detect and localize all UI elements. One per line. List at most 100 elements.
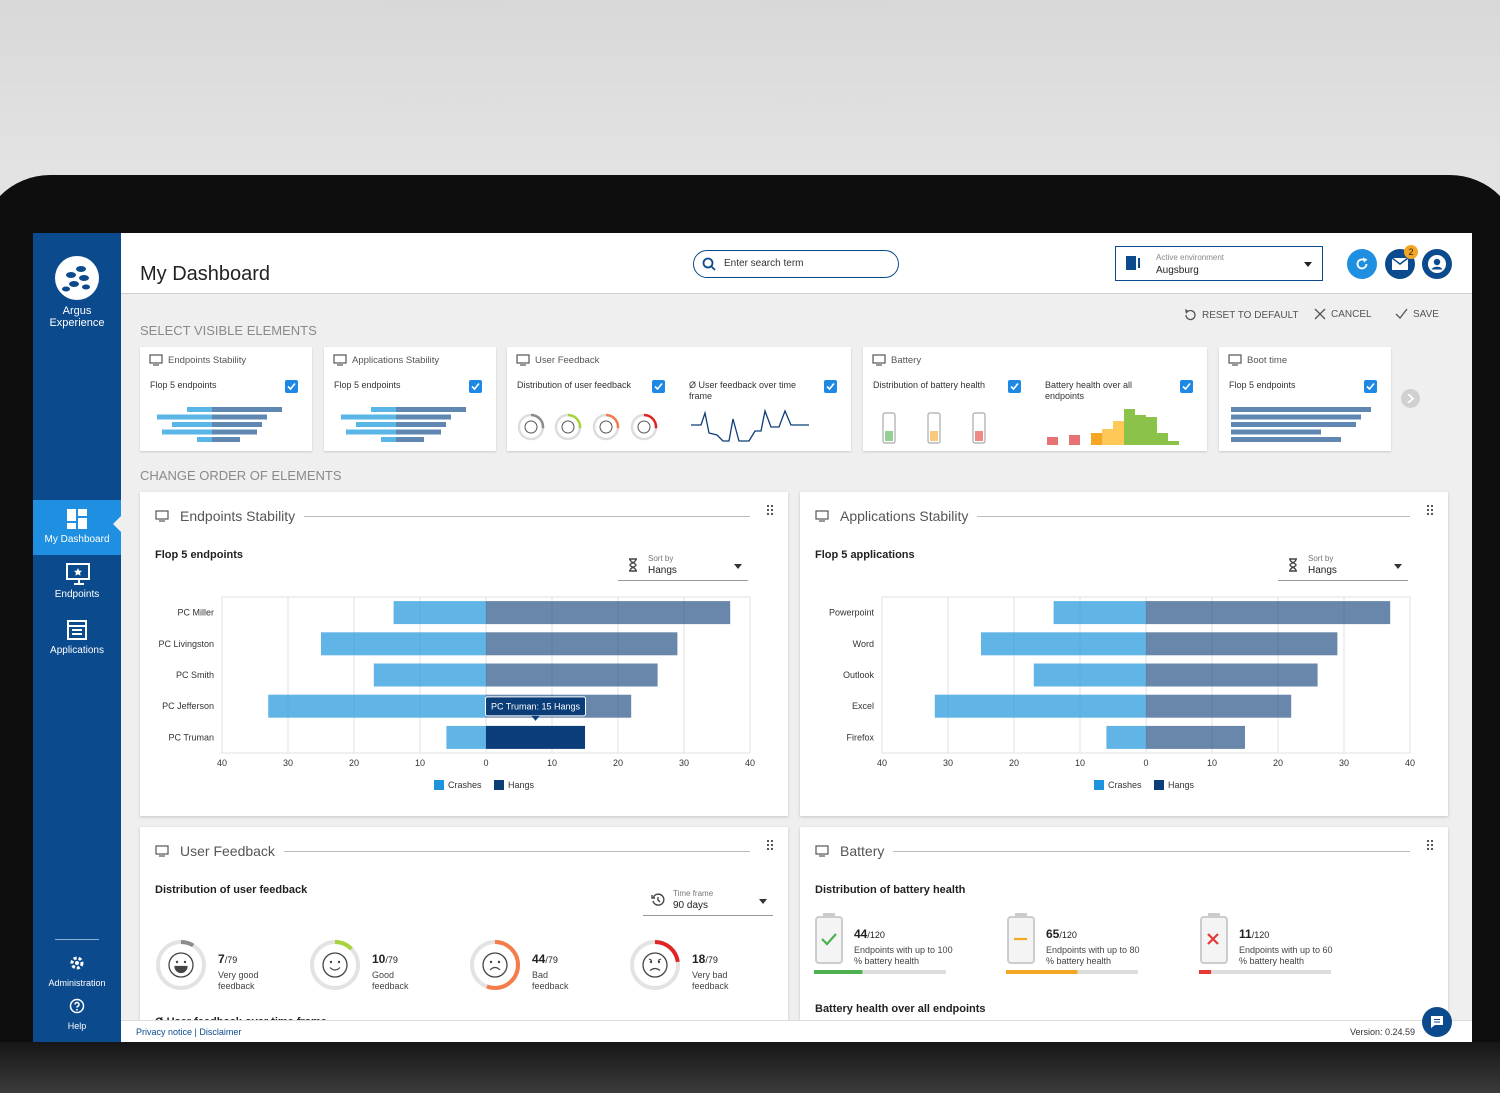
- drag-dot: [766, 512, 770, 516]
- thumb-bar: [396, 437, 424, 442]
- panel-control[interactable]: Time frame 90 days: [643, 887, 773, 916]
- control-label: Sort by: [1308, 554, 1334, 563]
- panel-header: Applications Stability: [840, 508, 1410, 524]
- rect: [78, 518, 87, 529]
- chat-button[interactable]: [1422, 1007, 1452, 1037]
- crashes-bar: [1106, 725, 1146, 749]
- drag-handle: [1426, 504, 1434, 516]
- feedback-ring: [630, 940, 680, 990]
- checkbox[interactable]: [652, 380, 665, 393]
- thumb-bar: [1231, 422, 1356, 427]
- drag-handle: [766, 839, 774, 851]
- thumb-hist-bar: [1168, 441, 1179, 445]
- feedback-label: Good feedback: [372, 970, 409, 991]
- thumb-battery-level: [885, 431, 893, 441]
- divider: [55, 939, 99, 940]
- caret: [759, 899, 767, 904]
- ellipse: [82, 284, 90, 290]
- thumb-bar: [157, 414, 212, 420]
- x-tick-label: 10: [1075, 758, 1085, 768]
- face-mouth: [489, 966, 501, 971]
- x-tick-label: 0: [483, 758, 488, 768]
- card-icon: [155, 510, 169, 522]
- sidebar: Argus Experience My Dashboard Endpoints …: [33, 233, 121, 1042]
- face-eye: [489, 960, 493, 964]
- profile-button[interactable]: [1422, 249, 1452, 279]
- checkbox[interactable]: [469, 380, 482, 393]
- checkbox[interactable]: [1364, 380, 1377, 393]
- circle: [55, 256, 99, 300]
- checkbox[interactable]: [1180, 380, 1193, 393]
- search-box[interactable]: Enter search term: [693, 250, 899, 278]
- count-total: /79: [224, 955, 238, 965]
- drag-dot: [766, 847, 770, 851]
- feedback-ring: [310, 940, 360, 990]
- drag-dot: [1430, 512, 1434, 516]
- thumb-hist-bar: [1146, 417, 1157, 445]
- category-label: Excel: [852, 701, 874, 711]
- circle: [70, 956, 84, 970]
- ring-arc: [630, 940, 680, 990]
- panel-control[interactable]: Sort by Hangs: [1278, 552, 1408, 581]
- nav-item[interactable]: Endpoints: [33, 555, 121, 610]
- cancel-button[interactable]: CANCEL: [1314, 308, 1372, 320]
- refresh-button[interactable]: [1347, 249, 1377, 279]
- save-button[interactable]: SAVE: [1395, 308, 1439, 320]
- mail-icon: [1392, 258, 1408, 270]
- icon-frame: [815, 510, 829, 520]
- path: [1356, 258, 1368, 270]
- chat-icon: [1431, 1016, 1443, 1028]
- search-placeholder: Enter search term: [724, 258, 804, 269]
- face-outline: [168, 952, 194, 978]
- control-icon: [651, 893, 665, 906]
- scroll-arrow[interactable]: [1401, 389, 1420, 408]
- x-tick-label: 0: [1143, 758, 1148, 768]
- path: [74, 1001, 80, 1008]
- x-tick-label: 30: [283, 758, 293, 768]
- battery-bar: [1006, 970, 1138, 974]
- tool-label: RESET TO DEFAULT: [1202, 309, 1299, 321]
- control-label: Time frame: [673, 889, 714, 898]
- env-label: Active environment: [1156, 253, 1225, 262]
- panel-control[interactable]: Sort by Hangs: [618, 552, 748, 581]
- card-title: Boot time: [1247, 355, 1288, 366]
- thumb-hist-bar: [1102, 429, 1113, 445]
- checkbox[interactable]: [285, 380, 298, 393]
- card-title: User Feedback: [535, 355, 600, 366]
- nav-item[interactable]: Help: [33, 996, 121, 1036]
- check-mark: [471, 382, 480, 391]
- face-eye: [337, 960, 341, 964]
- footer-links[interactable]: Privacy notice | Disclaimer: [136, 1027, 242, 1037]
- thumb-battery-level: [930, 431, 938, 441]
- drag-dot: [1426, 508, 1430, 512]
- card-icon: [815, 510, 829, 522]
- legend-swatch: [1094, 780, 1104, 790]
- count-value: 44: [854, 927, 868, 941]
- feedback-count: 10/79: [372, 952, 398, 966]
- thumb-bar: [1231, 407, 1371, 412]
- thumb-battery: [882, 412, 896, 444]
- card-title: Endpoints Stability: [168, 355, 247, 366]
- checkbox[interactable]: [1008, 380, 1021, 393]
- check-icon: [1366, 382, 1375, 391]
- path: [68, 625, 86, 635]
- control-icon: [629, 558, 637, 572]
- check-mark: [1366, 382, 1375, 391]
- checkbox[interactable]: [824, 380, 837, 393]
- nav-item[interactable]: Administration: [33, 953, 121, 993]
- count-total: /120: [867, 930, 885, 940]
- panel-subtitle: Flop 5 applications: [815, 549, 915, 561]
- environment-select[interactable]: Active environment Augsburg: [1115, 246, 1323, 281]
- category-label: Powerpoint: [829, 608, 875, 618]
- battery-icon: [1007, 913, 1035, 964]
- search-icon: [702, 257, 716, 271]
- bar-fill: [814, 970, 863, 974]
- path: [710, 265, 716, 271]
- nav-item[interactable]: Applications: [33, 611, 121, 666]
- nav-item[interactable]: My Dashboard: [33, 500, 121, 555]
- count-value: 18: [692, 952, 706, 966]
- path: [1185, 309, 1196, 321]
- reset-button[interactable]: RESET TO DEFAULT: [1183, 308, 1299, 322]
- hangs-bar: [1146, 694, 1292, 718]
- drag-dot: [770, 504, 774, 508]
